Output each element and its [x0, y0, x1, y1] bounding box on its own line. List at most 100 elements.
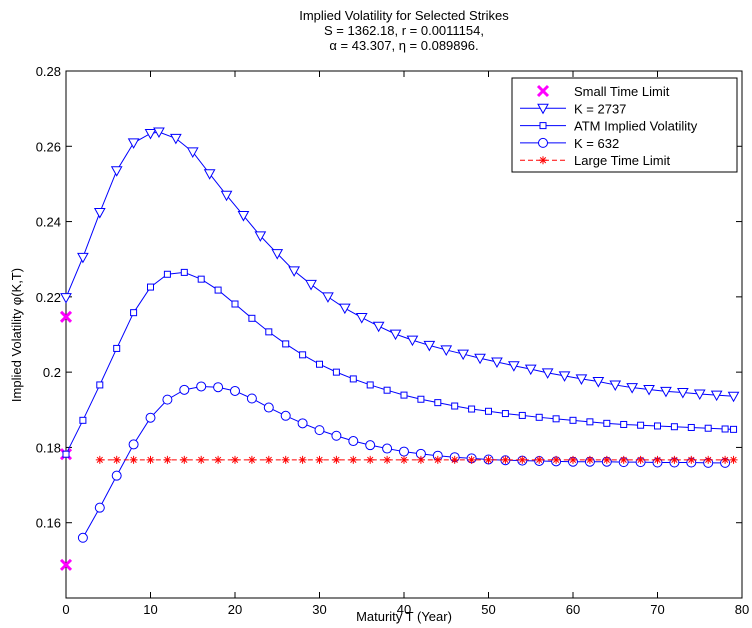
star-stroke	[383, 456, 391, 464]
x-marker	[59, 310, 73, 323]
x-marker	[536, 84, 550, 98]
triangle-marker	[541, 368, 554, 379]
series-layer	[59, 127, 740, 571]
square-marker	[535, 413, 543, 421]
square-marker	[383, 386, 391, 394]
star-stroke	[654, 456, 661, 464]
triangle-marker	[220, 190, 233, 202]
triangle-marker	[339, 303, 351, 315]
x-tick-label: 70	[650, 602, 664, 617]
triangle-marker	[508, 361, 520, 372]
circle-marker	[162, 394, 173, 405]
y-tick-label: 0.26	[36, 139, 61, 154]
star-stroke	[603, 456, 610, 464]
circle-marker	[263, 402, 274, 413]
star-stroke	[316, 456, 323, 464]
square-marker	[316, 360, 323, 368]
star-marker	[400, 455, 408, 464]
star-stroke	[164, 456, 171, 464]
square-marker	[197, 275, 205, 283]
triangle-marker	[626, 383, 638, 394]
chart-title: Implied Volatility for Selected StrikesS…	[299, 8, 509, 53]
circle-marker	[179, 384, 190, 395]
star-stroke	[485, 456, 492, 464]
square-marker	[214, 286, 222, 294]
x-tick-label: 60	[566, 602, 580, 617]
legend-item: Large Time Limit	[520, 153, 670, 168]
triangle-marker	[372, 321, 385, 333]
star-stroke	[113, 456, 120, 464]
star-stroke	[451, 456, 458, 464]
y-axis-label: Implied Volatility φ(K,T)	[9, 268, 24, 402]
square-marker	[180, 268, 188, 276]
star-marker	[180, 455, 189, 464]
star-stroke	[552, 456, 560, 464]
x-axis-label: Maturity T (Year)	[356, 609, 452, 624]
y-tick-label: 0.16	[36, 516, 61, 531]
triangle-marker	[537, 103, 549, 115]
star-stroke	[620, 456, 627, 464]
star-marker	[653, 455, 662, 464]
star-stroke	[502, 456, 509, 464]
triangle-marker	[727, 391, 740, 403]
star-stroke	[586, 456, 594, 464]
star-marker	[383, 455, 392, 464]
circle-marker	[77, 532, 88, 543]
triangle-marker	[423, 340, 436, 352]
star-marker	[315, 455, 324, 464]
square-marker	[603, 419, 611, 427]
y-tick-label: 0.22	[36, 290, 61, 305]
square-marker	[62, 450, 70, 458]
square-marker	[163, 270, 171, 278]
circle-marker	[280, 410, 291, 421]
y-tick-label: 0.18	[36, 440, 61, 455]
y-tick-label: 0.28	[36, 64, 61, 79]
star-stroke	[468, 456, 475, 464]
triangle-marker	[60, 293, 72, 304]
star-stroke	[417, 456, 425, 464]
star-marker	[704, 455, 713, 464]
star-marker	[298, 455, 307, 464]
triangle-marker	[457, 349, 469, 361]
star-marker	[552, 455, 561, 464]
legend: Small Time Limit K = 2737 ATM Implied Vola…	[511, 77, 738, 173]
star-stroke	[721, 456, 729, 464]
axis-ticks: 0 10 20 30 40 50 60 70 80 0.16 0.18 0.2 0.22 0.24 0.26…	[36, 64, 750, 617]
triangle-marker	[491, 357, 503, 369]
star-marker	[129, 455, 138, 464]
star-marker	[112, 455, 121, 464]
star-stroke	[637, 456, 644, 464]
series-k-632	[77, 381, 731, 543]
star-marker	[281, 455, 290, 464]
circle-marker	[382, 443, 393, 454]
circle-marker	[196, 381, 207, 392]
x-tick-label: 0	[62, 602, 69, 617]
star-marker	[687, 455, 696, 464]
triangle-marker	[693, 389, 706, 401]
triangle-marker	[524, 364, 537, 376]
square-marker	[451, 402, 459, 410]
star-marker	[231, 455, 239, 464]
legend-label: Small Time Limit	[574, 84, 670, 99]
legend-label: K = 2737	[574, 101, 626, 116]
star-marker	[467, 455, 476, 464]
x-tick-label: 10	[143, 602, 157, 617]
square-marker	[704, 424, 712, 432]
star-stroke	[181, 456, 188, 464]
triangle-marker	[144, 128, 157, 140]
star-stroke	[198, 456, 205, 464]
star-marker	[539, 156, 547, 165]
series-k-2737	[60, 127, 740, 403]
star-marker	[332, 455, 341, 464]
x-stroke	[59, 558, 73, 571]
triangle-marker	[643, 384, 655, 396]
star-stroke	[730, 456, 737, 464]
triangle-marker	[237, 211, 250, 222]
square-marker	[265, 328, 273, 336]
triangle-marker	[127, 138, 140, 149]
star-marker	[264, 455, 273, 464]
star-stroke	[130, 456, 137, 464]
triangle-marker	[305, 279, 317, 291]
triangle-marker	[575, 374, 588, 385]
square-marker	[687, 423, 695, 431]
